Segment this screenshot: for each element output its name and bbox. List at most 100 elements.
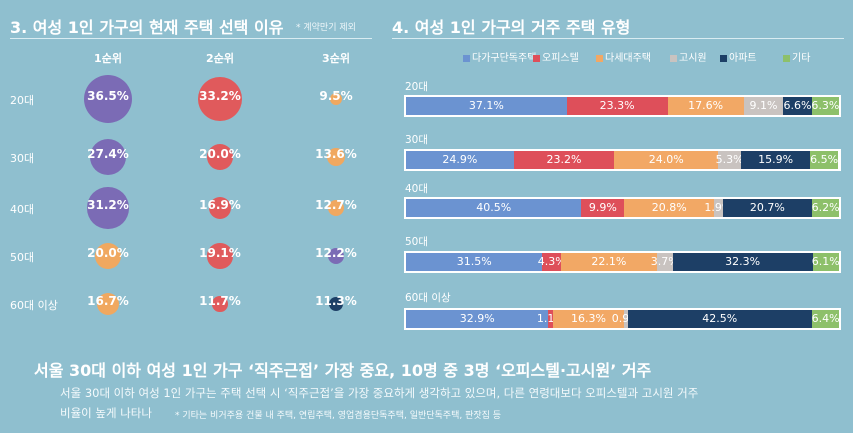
legend-swatch xyxy=(596,54,603,62)
left-section-title: 3. 여성 1인 가구의 현재 주택 선택 이유 xyxy=(10,18,284,37)
rank-header: 2순위 xyxy=(206,52,234,65)
bar-age-label: 50대 xyxy=(405,236,429,248)
rank-header: 3순위 xyxy=(322,52,350,65)
bar-segment xyxy=(406,97,567,115)
bar-row: 24.9% 23.2% 24.0% 5.3% 15.9% 6.5% xyxy=(404,149,841,171)
bar-segment xyxy=(743,97,784,115)
value-percent: 16.9% xyxy=(199,198,241,212)
bar-segment xyxy=(406,151,514,169)
bar-value-label: 20.7% xyxy=(749,201,785,214)
bar-value-label: 23.2% xyxy=(546,153,582,166)
legend-label: 다가구단독주택 xyxy=(472,53,537,64)
bar-row: 32.9% 1.1% 16.3% 0.9% 42.5% 6.4% xyxy=(404,308,841,330)
bar-segment xyxy=(406,310,549,328)
bar-value-label: 24.0% xyxy=(648,153,684,166)
row-age-label: 60대 이상 xyxy=(10,299,58,312)
bar-segment xyxy=(809,151,839,169)
bar-segment xyxy=(783,97,812,115)
bar-value-label: 6.5% xyxy=(810,153,839,166)
bar-value-label: 32.3% xyxy=(725,255,761,268)
bar-age-label: 60대 이상 xyxy=(405,292,451,304)
value-bubble xyxy=(328,296,344,312)
bar-segment xyxy=(561,253,657,271)
bar-value-label: 6.4% xyxy=(811,312,840,325)
bar-segment xyxy=(406,253,543,271)
legend-item: 오피스텔 xyxy=(533,49,579,64)
legend-label: 다세대주택 xyxy=(605,53,651,64)
value-percent: 12.7% xyxy=(315,198,357,212)
value-bubble xyxy=(89,138,127,176)
value-bubble xyxy=(87,187,129,229)
row-age-label: 20대 xyxy=(10,94,35,107)
legend-label: 아파트 xyxy=(729,53,757,64)
value-bubble xyxy=(206,143,234,171)
footer-body-line2: 비율이 높게 나타나 xyxy=(60,406,152,420)
legend-item: 기타 xyxy=(783,49,810,64)
legend-swatch xyxy=(463,54,470,62)
row-age-label: 50대 xyxy=(10,251,35,264)
value-percent: 12.2% xyxy=(315,246,357,260)
bar-value-label: 23.3% xyxy=(599,99,635,112)
bar-segment xyxy=(718,151,742,169)
value-percent: 9.5% xyxy=(319,89,353,103)
legend-item: 아파트 xyxy=(720,49,757,64)
value-bubble xyxy=(327,199,345,217)
left-section-note: * 계약만기 제외 xyxy=(296,23,356,33)
bar-value-label: 42.5% xyxy=(702,312,738,325)
bar-segment xyxy=(406,199,582,217)
bar-segment xyxy=(656,253,673,271)
bar-value-label: 4.3% xyxy=(537,255,566,268)
bar-segment xyxy=(566,97,668,115)
bar-value-label: 6.3% xyxy=(811,99,840,112)
bar-age-label: 30대 xyxy=(405,134,429,146)
legend-label: 오피스텔 xyxy=(542,53,579,64)
value-bubble xyxy=(208,196,232,220)
bar-value-label: 5.3% xyxy=(715,153,744,166)
bar-value-label: 31.5% xyxy=(456,255,492,268)
bar-segment xyxy=(812,253,839,271)
right-divider xyxy=(392,38,844,39)
value-percent: 11.3% xyxy=(315,294,357,308)
bar-value-label: 15.9% xyxy=(758,153,794,166)
bar-value-label: 3.7% xyxy=(650,255,679,268)
bar-value-label: 6.1% xyxy=(811,255,840,268)
bar-value-label: 24.9% xyxy=(442,153,478,166)
bar-value-label: 40.5% xyxy=(476,201,512,214)
row-age-label: 40대 xyxy=(10,203,35,216)
bar-segment xyxy=(513,151,615,169)
legend-label: 기타 xyxy=(792,53,811,64)
legend-swatch xyxy=(533,54,540,62)
bar-segment xyxy=(542,253,561,271)
footer-body-line1: 서울 30대 이하 여성 1인 가구는 주택 선택 시 ‘직주근접’을 가장 중… xyxy=(60,386,699,400)
value-percent: 13.6% xyxy=(315,147,357,161)
value-bubble xyxy=(83,74,133,124)
bar-row: 40.5% 9.9% 20.8% 1.9% 20.7% 6.2% xyxy=(404,197,841,219)
bar-segment xyxy=(714,199,723,217)
value-bubble xyxy=(327,148,345,166)
legend-swatch xyxy=(720,54,727,62)
value-percent: 36.5% xyxy=(87,89,129,103)
bar-value-label: 37.1% xyxy=(468,99,504,112)
bar-segment xyxy=(614,151,719,169)
bar-segment xyxy=(553,310,624,328)
value-bubble xyxy=(327,247,345,265)
value-bubble xyxy=(198,77,242,121)
value-bubble xyxy=(212,296,228,312)
value-bubble xyxy=(94,242,122,270)
value-bubble xyxy=(329,92,343,106)
bar-segment xyxy=(548,310,554,328)
value-percent: 16.7% xyxy=(87,294,129,308)
bar-value-label: 9.9% xyxy=(588,201,617,214)
right-section-title: 4. 여성 1인 가구의 거주 주택 유형 xyxy=(392,18,631,37)
legend-swatch xyxy=(783,54,790,62)
value-percent: 19.1% xyxy=(199,246,241,260)
bar-value-label: 6.2% xyxy=(811,201,840,214)
left-divider xyxy=(10,38,372,39)
row-age-label: 30대 xyxy=(10,152,35,165)
legend-item: 고시원 xyxy=(670,49,707,64)
bar-value-label: 20.8% xyxy=(651,201,687,214)
bar-segment xyxy=(667,97,744,115)
footer-headline: 서울 30대 이하 여성 1인 가구 ‘직주근접’ 가장 중요, 10명 중 3… xyxy=(34,361,652,380)
value-percent: 27.4% xyxy=(87,147,129,161)
bar-segment xyxy=(627,310,812,328)
